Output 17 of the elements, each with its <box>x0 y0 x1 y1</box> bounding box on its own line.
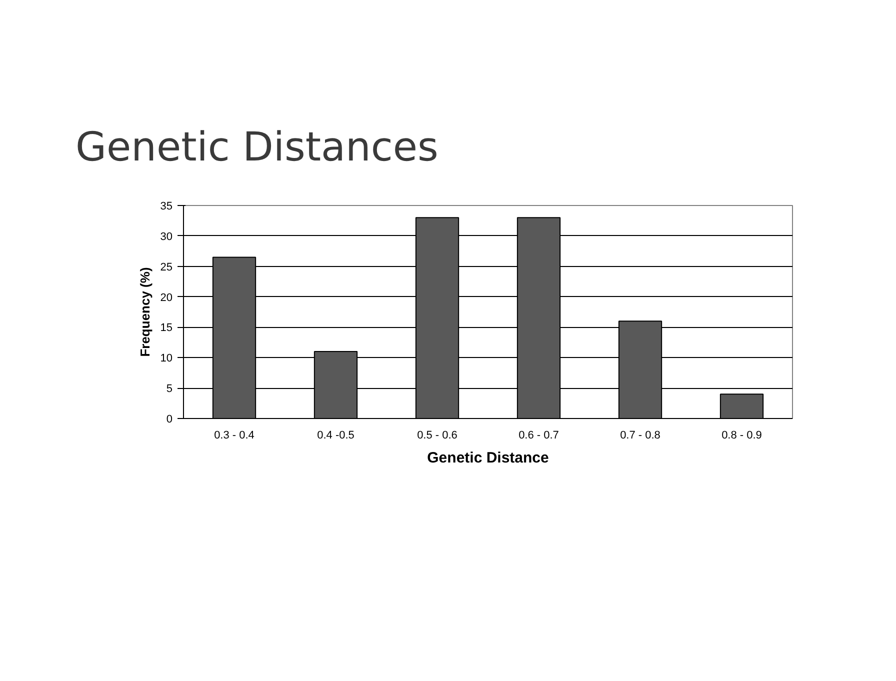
y-tick-label: 20 <box>160 292 173 304</box>
y-tick-label: 35 <box>160 200 173 212</box>
x-tick-label: 0.8 - 0.9 <box>722 430 762 442</box>
x-tick-label: 0.7 - 0.8 <box>620 430 660 442</box>
x-axis-title: Genetic Distance <box>427 450 549 466</box>
y-tick-label: 30 <box>160 230 173 243</box>
y-tick-label: 5 <box>166 383 173 396</box>
x-tick-label: 0.4 -0.5 <box>317 430 354 442</box>
y-tick-label: 25 <box>160 261 173 274</box>
x-tick-label: 0.5 - 0.6 <box>417 430 458 442</box>
y-axis-title: Frequency (%) <box>137 267 152 357</box>
y-tick-label: 15 <box>160 322 173 334</box>
y-tick-label: 0 <box>166 414 173 426</box>
chart-title: Genetic Distances <box>76 124 438 170</box>
x-tick-label: 0.3 - 0.4 <box>214 430 254 442</box>
y-tick-label: 10 <box>160 352 173 365</box>
x-tick-label: 0.6 - 0.7 <box>518 430 559 442</box>
